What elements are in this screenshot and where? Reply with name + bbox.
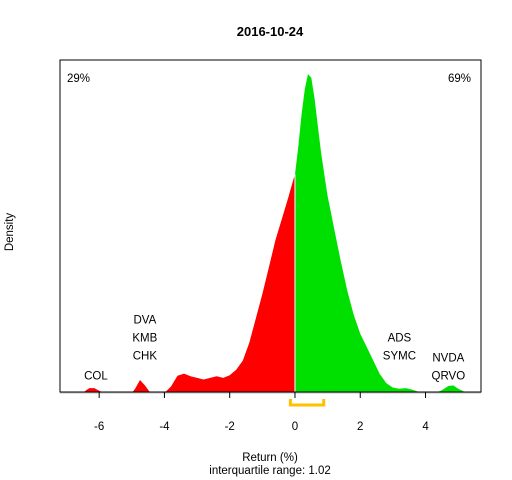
- positive-share-label: 69%: [448, 73, 471, 85]
- negative-density-area: [73, 174, 295, 393]
- ticker-label-group: NVDA QRVO: [432, 352, 466, 382]
- x-tick-label: 4: [422, 421, 429, 433]
- ticker-label: KMB: [132, 332, 157, 344]
- negative-share-label: 29%: [67, 73, 90, 85]
- chart-title: 2016-10-24: [237, 24, 304, 39]
- ticker-label: CHK: [133, 350, 158, 362]
- x-tick-label: -6: [94, 421, 104, 433]
- plot-area: COL DVA KMB CHK ADS SYMC NVDA QRVO: [60, 74, 481, 407]
- iqr-bracket: [288, 399, 326, 407]
- plot-frame: [59, 59, 482, 393]
- ticker-label: DVA: [133, 314, 156, 326]
- ticker-label: SYMC: [383, 350, 416, 362]
- ticker-label-group: ADS SYMC: [383, 332, 416, 362]
- iqr-subtitle: interquartile range: 1.02: [209, 465, 330, 477]
- x-axis-label: Return (%): [242, 452, 298, 464]
- ticker-label-group: COL: [84, 370, 108, 382]
- ticker-label-group: DVA KMB CHK: [132, 314, 157, 362]
- x-axis: -6 -4 -2 0 2 4: [94, 392, 429, 433]
- ticker-label: QRVO: [432, 370, 466, 382]
- ticker-label: NVDA: [432, 352, 464, 364]
- x-tick-label: -2: [225, 421, 235, 433]
- positive-density-area: [295, 74, 472, 393]
- ticker-label: COL: [84, 370, 108, 382]
- y-axis-label: Density: [4, 213, 16, 252]
- ticker-label: ADS: [388, 332, 412, 344]
- x-tick-label: 0: [292, 421, 298, 433]
- x-tick-label: 2: [357, 421, 363, 433]
- x-tick-label: -4: [159, 421, 170, 433]
